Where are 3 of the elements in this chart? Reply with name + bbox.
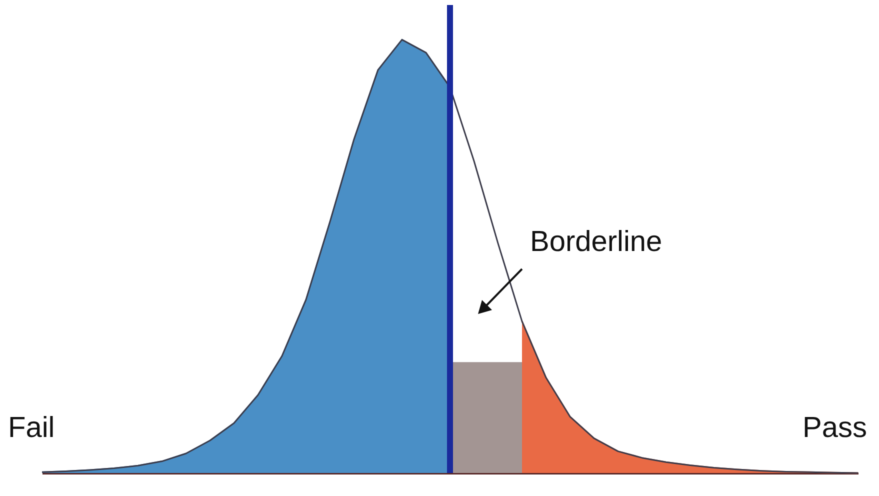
annotation: Fail <box>8 412 55 445</box>
annotation: Pass <box>802 412 867 445</box>
annotation: Borderline <box>530 226 662 259</box>
